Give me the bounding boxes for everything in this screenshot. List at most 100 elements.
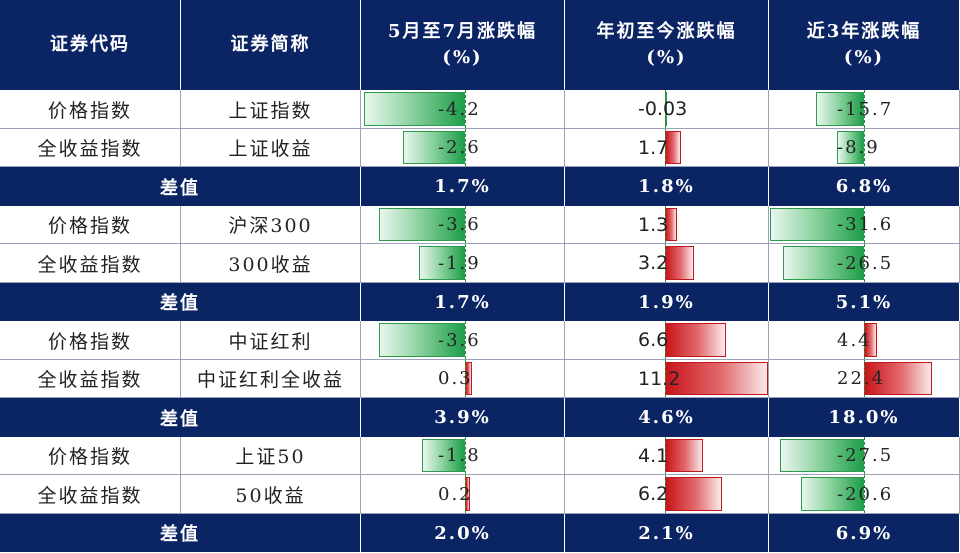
zero-axis-line (864, 360, 865, 397)
zero-axis-line (864, 129, 865, 166)
zero-axis-line (864, 475, 865, 513)
diff-value: 5.1% (769, 283, 960, 321)
data-bar-cell: 1.7 (565, 129, 769, 167)
row-type-label: 价格指数 (0, 437, 181, 475)
data-bar (421, 439, 465, 472)
diff-value-text: 4.6% (638, 407, 695, 428)
data-bar (665, 477, 723, 511)
data-value: -0.03 (638, 98, 688, 120)
diff-value-text: 6.9% (835, 522, 893, 544)
data-bar (665, 362, 768, 395)
zero-axis-line (465, 360, 466, 397)
header-col-3-unit: (%) (843, 47, 885, 68)
row-security-name-text: 上证指数 (228, 99, 313, 122)
data-bar (864, 362, 933, 395)
header-col-3-title: 近3年涨跌幅 (806, 21, 922, 42)
diff-row-label: 差值 (0, 398, 361, 437)
diff-value: 2.1% (565, 514, 769, 552)
row-security-name: 50收益 (181, 475, 361, 514)
data-bar-cell: 3.2 (565, 244, 769, 283)
zero-axis-line (864, 437, 865, 474)
data-bar (780, 439, 864, 472)
diff-value: 3.9% (361, 398, 565, 437)
data-value: -15.7 (837, 98, 894, 120)
header-code: 证券代码 (0, 0, 181, 90)
data-value: 1.3 (638, 213, 669, 236)
row-security-name: 中证红利全收益 (181, 360, 361, 398)
header-col-2: 年初至今涨跌幅 (%) (565, 0, 769, 90)
zero-axis-line (665, 206, 666, 243)
data-value: 11.2 (638, 367, 681, 390)
data-bar-cell: -15.7 (769, 90, 960, 129)
diff-value-text: 2.0% (434, 522, 491, 544)
data-value: 4.1 (638, 444, 669, 467)
data-value: 3.2 (638, 252, 669, 274)
data-bar-cell: -27.5 (769, 437, 960, 475)
data-bar-cell: -1.9 (361, 244, 565, 283)
row-type-label: 价格指数 (0, 206, 181, 244)
row-security-name-text: 上证50 (235, 446, 306, 468)
diff-row-label: 差值 (0, 283, 361, 321)
zero-axis-line (665, 437, 666, 474)
data-bar-cell: 6.2 (565, 475, 769, 514)
data-bar-cell: -3.6 (361, 206, 565, 244)
header-name: 证券简称 (181, 0, 361, 90)
zero-axis-line (465, 437, 466, 474)
row-type-text: 价格指数 (47, 330, 132, 353)
data-bar (770, 208, 864, 241)
row-type-label: 全收益指数 (0, 360, 181, 398)
row-type-text: 全收益指数 (37, 484, 143, 507)
zero-axis-line (665, 244, 666, 282)
data-bar-cell: -20.6 (769, 475, 960, 514)
diff-value: 1.7% (361, 167, 565, 206)
row-security-name: 沪深300 (181, 206, 361, 244)
row-type-label: 价格指数 (0, 321, 181, 360)
data-bar-cell: -2.6 (361, 129, 565, 167)
row-type-text: 价格指数 (47, 99, 132, 122)
diff-value-text: 18.0% (828, 407, 900, 428)
data-bar (836, 131, 864, 164)
diff-value: 4.6% (565, 398, 769, 437)
row-type-text: 全收益指数 (37, 138, 143, 160)
data-value: 6.2 (638, 483, 669, 505)
diff-row-label-text: 差值 (160, 177, 200, 199)
data-value: 0.3 (438, 368, 473, 389)
diff-value-text: 1.8% (638, 176, 695, 197)
zero-axis-line (864, 206, 865, 243)
data-value: -3.6 (438, 214, 481, 235)
diff-value: 18.0% (769, 398, 960, 437)
row-type-label: 价格指数 (0, 90, 181, 129)
diff-value: 2.0% (361, 514, 565, 552)
row-security-name-text: 上证收益 (228, 138, 313, 160)
zero-axis-line (465, 321, 466, 359)
diff-row-label-text: 差值 (160, 408, 200, 430)
header-col-2-title: 年初至今涨跌幅 (596, 21, 737, 42)
row-type-text: 全收益指数 (37, 253, 143, 276)
data-value: 1.7 (638, 136, 669, 159)
header-col-1-unit: (%) (442, 47, 483, 68)
zero-axis-line (465, 244, 466, 282)
data-bar (378, 208, 465, 241)
row-type-label: 全收益指数 (0, 244, 181, 283)
data-value: -27.5 (837, 445, 894, 466)
row-security-name: 上证指数 (181, 90, 361, 129)
data-value: -1.9 (438, 252, 481, 274)
zero-axis-line (465, 475, 466, 513)
data-bar-cell: 22.4 (769, 360, 960, 398)
data-bar (665, 246, 695, 280)
row-security-name-text: 中证红利全收益 (196, 369, 344, 391)
row-security-name-text: 沪深300 (228, 215, 313, 237)
data-value: -31.6 (837, 214, 894, 235)
data-value: 4.4 (837, 329, 872, 351)
data-value: -20.6 (837, 483, 894, 505)
diff-value-text: 1.7% (434, 291, 491, 313)
zero-axis-line (465, 206, 466, 243)
diff-value: 6.8% (769, 167, 960, 206)
zero-axis-line (465, 129, 466, 166)
diff-value: 1.8% (565, 167, 769, 206)
data-bar-cell: -26.5 (769, 244, 960, 283)
data-bar-cell: -31.6 (769, 206, 960, 244)
diff-row-label-text: 差值 (160, 524, 200, 545)
data-bar-cell: -8.9 (769, 129, 960, 167)
